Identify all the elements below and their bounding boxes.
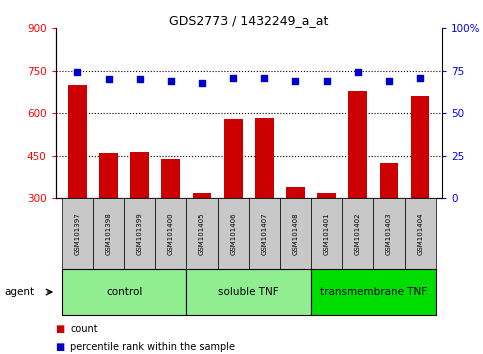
FancyBboxPatch shape: [342, 198, 373, 269]
Bar: [161, 159, 180, 198]
FancyBboxPatch shape: [62, 269, 186, 315]
Text: soluble TNF: soluble TNF: [218, 287, 279, 297]
FancyBboxPatch shape: [280, 198, 311, 269]
FancyBboxPatch shape: [249, 198, 280, 269]
Text: GSM101397: GSM101397: [74, 212, 80, 255]
Text: GSM101404: GSM101404: [417, 212, 423, 255]
Text: transmembrane TNF: transmembrane TNF: [320, 287, 427, 297]
Bar: [286, 187, 305, 198]
FancyBboxPatch shape: [405, 198, 436, 269]
Text: GSM101401: GSM101401: [324, 212, 330, 255]
Text: percentile rank within the sample: percentile rank within the sample: [70, 342, 235, 352]
Text: agent: agent: [5, 287, 35, 297]
Point: [198, 80, 206, 86]
Title: GDS2773 / 1432249_a_at: GDS2773 / 1432249_a_at: [169, 14, 328, 27]
Point: [385, 78, 393, 84]
Text: ■: ■: [56, 324, 65, 334]
Text: GSM101403: GSM101403: [386, 212, 392, 255]
Text: count: count: [70, 324, 98, 334]
Point: [167, 78, 175, 84]
FancyBboxPatch shape: [93, 198, 124, 269]
Bar: [255, 118, 274, 198]
Text: ■: ■: [56, 342, 65, 352]
Text: GSM101408: GSM101408: [293, 212, 298, 255]
Bar: [193, 193, 212, 198]
FancyBboxPatch shape: [311, 198, 342, 269]
FancyBboxPatch shape: [217, 198, 249, 269]
Bar: [411, 96, 429, 198]
FancyBboxPatch shape: [62, 198, 93, 269]
FancyBboxPatch shape: [373, 198, 405, 269]
FancyBboxPatch shape: [124, 198, 155, 269]
Bar: [224, 119, 242, 198]
Point: [229, 75, 237, 80]
Text: GSM101402: GSM101402: [355, 212, 361, 255]
Text: GSM101406: GSM101406: [230, 212, 236, 255]
Bar: [380, 163, 398, 198]
FancyBboxPatch shape: [155, 198, 186, 269]
Point: [416, 75, 424, 80]
Text: control: control: [106, 287, 142, 297]
Point: [292, 78, 299, 84]
FancyBboxPatch shape: [186, 269, 311, 315]
Point: [354, 70, 362, 75]
Bar: [348, 91, 367, 198]
Text: GSM101405: GSM101405: [199, 212, 205, 255]
Bar: [130, 152, 149, 198]
Bar: [68, 85, 87, 198]
Text: GSM101407: GSM101407: [261, 212, 267, 255]
Text: GSM101399: GSM101399: [137, 212, 142, 255]
FancyBboxPatch shape: [186, 198, 217, 269]
Point: [323, 78, 330, 84]
Point: [136, 76, 143, 82]
Point: [105, 76, 113, 82]
Text: GSM101398: GSM101398: [105, 212, 112, 255]
FancyBboxPatch shape: [311, 269, 436, 315]
Bar: [99, 153, 118, 198]
Point: [73, 70, 81, 75]
Text: GSM101400: GSM101400: [168, 212, 174, 255]
Point: [260, 75, 268, 80]
Bar: [317, 193, 336, 198]
